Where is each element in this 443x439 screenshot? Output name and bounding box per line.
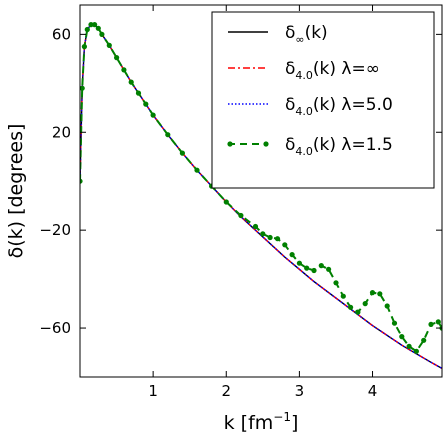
series-3-point-12 xyxy=(135,90,142,96)
series-3-point-44 xyxy=(421,337,427,343)
legend-marker-3-b xyxy=(263,141,269,147)
legend-label-3: δ4.0(k) λ=1.5 xyxy=(285,135,393,158)
x-axis-label-text: k [fm xyxy=(224,412,274,434)
series-3-point-46 xyxy=(435,319,441,325)
x-axis: 1 2 3 4 xyxy=(148,5,377,400)
series-3-point-37 xyxy=(369,290,376,296)
series-3-point-7 xyxy=(99,31,105,37)
legend-label-2: δ4.0(k) λ=5.0 xyxy=(285,95,393,118)
series-3-point-13 xyxy=(143,101,149,107)
series-3-point-30 xyxy=(318,263,324,269)
series-3-point-19 xyxy=(223,199,229,205)
series-3-point-34 xyxy=(348,304,354,310)
series-3-point-45 xyxy=(428,321,434,327)
series-3-point-41 xyxy=(399,334,405,340)
x-axis-label-close: ] xyxy=(291,412,298,434)
series-3-point-9 xyxy=(114,55,120,61)
series-3-point-4 xyxy=(88,22,94,28)
x-axis-label: k [fm−1] xyxy=(224,410,299,434)
series-3-point-0 xyxy=(80,178,83,184)
series-3-point-42 xyxy=(406,343,412,349)
series-3-point-16 xyxy=(179,150,185,156)
series-3-point-20 xyxy=(238,212,244,219)
series-3-point-26 xyxy=(289,252,295,258)
series-3-point-39 xyxy=(384,303,390,309)
series-3-point-6 xyxy=(95,25,101,31)
series-3-point-28 xyxy=(304,265,310,271)
legend-label-0: δ∞(k) xyxy=(285,23,328,46)
series-3-point-14 xyxy=(150,112,156,118)
x-tick-label-3: 4 xyxy=(368,382,378,400)
y-axis-label: δ(k) [degrees] xyxy=(5,124,27,259)
series-3-point-38 xyxy=(377,291,383,297)
series-3-point-36 xyxy=(362,301,368,307)
series-3-point-25 xyxy=(282,242,288,248)
series-3-point-17 xyxy=(194,167,200,173)
legend-box xyxy=(211,11,435,189)
legend: δ∞(k) δ4.0(k) λ=∞ δ4.0(k) λ=5.0 δ4.0(k) λ=1… xyxy=(211,11,435,189)
y-tick-label-2: −20 xyxy=(39,221,71,239)
series-3-point-29 xyxy=(311,267,317,274)
series-3-point-22 xyxy=(260,231,266,237)
series-3-point-10 xyxy=(121,67,127,73)
y-tick-label-1: 20 xyxy=(52,123,71,141)
series-3-point-21 xyxy=(252,223,259,230)
series-3-point-2 xyxy=(81,44,87,50)
plot-frame xyxy=(79,4,443,378)
series-3-point-27 xyxy=(296,260,302,266)
legend-marker-3-a xyxy=(227,141,233,147)
series-3-point-11 xyxy=(128,79,134,85)
series-3-point-33 xyxy=(340,293,346,299)
y-tick-label-0: 60 xyxy=(52,25,71,43)
series-3-point-3 xyxy=(84,26,90,33)
series-3-point-31 xyxy=(326,266,332,272)
series-3-point-35 xyxy=(355,309,361,315)
y-axis: 60 20 −20 −60 xyxy=(39,25,442,337)
y-tick-label-3: −60 xyxy=(39,319,71,337)
series-3-point-32 xyxy=(333,280,339,286)
series-3-point-43 xyxy=(413,348,419,354)
x-tick-label-2: 3 xyxy=(295,382,305,400)
series-3-point-40 xyxy=(391,320,398,326)
series-3-point-15 xyxy=(165,132,171,138)
series-3-point-5 xyxy=(92,22,98,28)
series-3-point-8 xyxy=(106,42,112,49)
x-axis-label-sup: −1 xyxy=(273,410,291,424)
series-3-point-24 xyxy=(274,236,281,242)
series-3-point-1 xyxy=(80,85,85,91)
x-tick-label-1: 2 xyxy=(221,382,231,400)
series-3-point-23 xyxy=(267,234,273,241)
x-tick-label-0: 1 xyxy=(148,382,158,400)
legend-label-1: δ4.0(k) λ=∞ xyxy=(285,59,380,82)
plot-lines xyxy=(80,22,442,370)
